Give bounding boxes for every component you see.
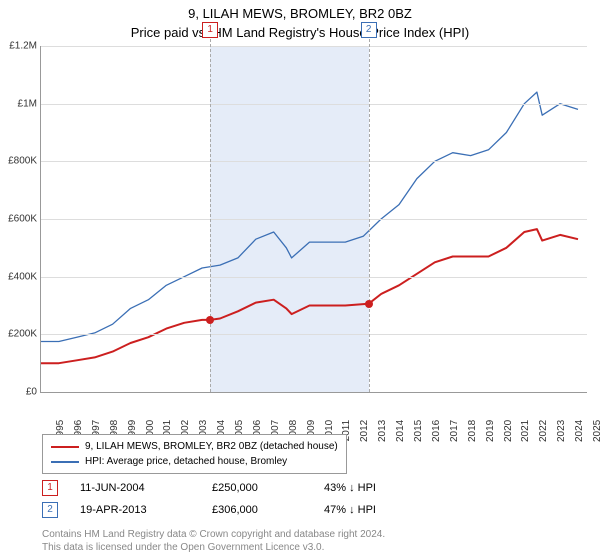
legend-text: 9, LILAH MEWS, BROMLEY, BR2 0BZ (detache… [85,439,338,454]
sale-row: 2 19-APR-2013 £306,000 47% ↓ HPI [42,502,376,518]
marker-vertical-dash [210,34,211,392]
gridline-h [41,277,587,278]
sale-row: 1 11-JUN-2004 £250,000 43% ↓ HPI [42,480,376,496]
legend-item: HPI: Average price, detached house, Brom… [51,454,338,469]
y-axis-label: £400K [1,271,37,282]
y-axis-label: £800K [1,156,37,167]
legend-text: HPI: Average price, detached house, Brom… [85,454,287,469]
sale-delta: 47% ↓ HPI [324,504,376,516]
sale-marker-box: 1 [42,480,58,496]
x-axis-label: 2020 [503,420,514,448]
series-line-blue [41,92,578,341]
root: 9, LILAH MEWS, BROMLEY, BR2 0BZ Price pa… [0,0,600,560]
x-axis-label: 2025 [592,420,600,448]
gridline-h [41,46,587,47]
legend-swatch [51,461,79,463]
x-axis-label: 2021 [520,420,531,448]
sale-date: 11-JUN-2004 [80,482,190,494]
gridline-h [41,219,587,220]
marker-label-box: 1 [202,22,218,38]
legend-swatch [51,446,79,448]
x-axis-label: 2024 [574,420,585,448]
legend-box: 9, LILAH MEWS, BROMLEY, BR2 0BZ (detache… [42,434,347,474]
sale-point-dot [365,300,373,308]
sale-price: £306,000 [212,504,302,516]
chart-plot-area: £0£200K£400K£600K£800K£1M£1.2M1995199619… [40,46,587,393]
gridline-h [41,104,587,105]
marker-label-box: 2 [361,22,377,38]
y-axis-label: £0 [1,387,37,398]
x-axis-label: 2013 [377,420,388,448]
x-axis-label: 2023 [556,420,567,448]
footer-line-1: Contains HM Land Registry data © Crown c… [42,528,385,541]
x-axis-label: 2017 [449,420,460,448]
page-subtitle: Price paid vs. HM Land Registry's House … [0,25,600,42]
gridline-h [41,334,587,335]
y-axis-label: £600K [1,214,37,225]
x-axis-label: 2016 [431,420,442,448]
x-axis-label: 2014 [395,420,406,448]
sale-delta: 43% ↓ HPI [324,482,376,494]
y-axis-label: £1M [1,98,37,109]
y-axis-label: £200K [1,329,37,340]
page-title: 9, LILAH MEWS, BROMLEY, BR2 0BZ [0,6,600,23]
x-axis-label: 2015 [413,420,424,448]
series-line-red [41,229,578,363]
sale-price: £250,000 [212,482,302,494]
gridline-h [41,161,587,162]
title-block: 9, LILAH MEWS, BROMLEY, BR2 0BZ Price pa… [0,0,600,42]
marker-vertical-dash [369,34,370,392]
footer-line-2: This data is licensed under the Open Gov… [42,541,385,554]
footer-text: Contains HM Land Registry data © Crown c… [42,528,385,554]
sale-marker-box: 2 [42,502,58,518]
x-axis-label: 2012 [359,420,370,448]
sale-point-dot [206,316,214,324]
y-axis-label: £1.2M [1,41,37,52]
x-axis-label: 2022 [538,420,549,448]
sale-date: 19-APR-2013 [80,504,190,516]
legend-item: 9, LILAH MEWS, BROMLEY, BR2 0BZ (detache… [51,439,338,454]
x-axis-label: 2019 [485,420,496,448]
x-axis-label: 2018 [467,420,478,448]
